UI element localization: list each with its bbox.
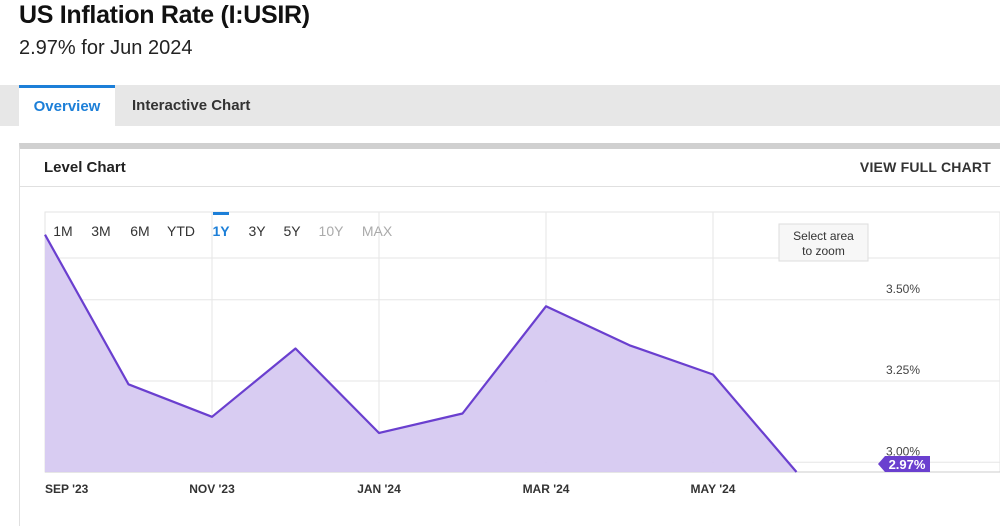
last-value-badge: 2.97% <box>878 456 930 472</box>
range-button-3m[interactable]: 3M <box>91 223 110 239</box>
range-button-3y[interactable]: 3Y <box>248 223 266 239</box>
x-tick-label: JAN '24 <box>357 482 401 496</box>
x-tick-label: NOV '23 <box>189 482 235 496</box>
range-button-10y: 10Y <box>319 223 345 239</box>
last-value-badge-shape <box>878 456 930 472</box>
last-value-badge-label: 2.97% <box>889 457 926 472</box>
range-button-1m[interactable]: 1M <box>53 223 72 239</box>
x-tick-label: SEP '23 <box>45 482 89 496</box>
range-button-max: MAX <box>362 223 393 239</box>
range-button-6m[interactable]: 6M <box>130 223 149 239</box>
page-subtitle: 2.97% for Jun 2024 <box>19 37 193 59</box>
y-tick-label: 3.50% <box>886 282 920 296</box>
range-button-label: 10Y <box>319 223 345 239</box>
level-chart-panel: Level Chart VIEW FULL CHART <box>19 143 1000 526</box>
range-button-label: 6M <box>130 223 149 239</box>
x-tick-label: MAY '24 <box>691 482 736 496</box>
range-button-label: MAX <box>362 223 393 239</box>
range-button-label: 3M <box>91 223 110 239</box>
range-button-label: 1M <box>53 223 72 239</box>
x-tick-label: MAR '24 <box>523 482 570 496</box>
series-line <box>44 234 798 473</box>
range-active-indicator <box>213 212 229 215</box>
zoom-hint-box: Select area to zoom <box>778 223 869 262</box>
page-title: US Inflation Rate (I:USIR) <box>19 1 310 29</box>
x-axis-labels: SEP '23 NOV '23 JAN '24 MAR '24 MAY '24 <box>45 482 736 496</box>
y-tick-label: 3.25% <box>886 363 920 377</box>
range-button-label: 1Y <box>212 223 230 239</box>
y-axis-labels: 3.00% 3.25% 3.50% <box>886 282 920 459</box>
zoom-hint-line-2: to zoom <box>802 244 845 258</box>
panel-title: Level Chart <box>44 159 126 176</box>
series-area <box>45 234 797 472</box>
y-tick-label: 3.00% <box>886 444 920 458</box>
range-selector: 1M 3M 6M YTD 1Y 3Y 5Y 10Y MAX <box>53 212 393 239</box>
range-button-label: 3Y <box>248 223 266 239</box>
range-button-5y[interactable]: 5Y <box>283 223 301 239</box>
tab-bar: Overview Interactive Chart <box>0 85 1000 126</box>
zoom-hint-line-1: Select area <box>793 229 854 243</box>
tab-overview[interactable]: Overview <box>19 85 115 126</box>
range-button-label: YTD <box>167 223 195 239</box>
range-button-ytd[interactable]: YTD <box>167 223 195 239</box>
tab-interactive-chart[interactable]: Interactive Chart <box>132 97 251 114</box>
range-button-1y[interactable]: 1Y <box>212 212 230 239</box>
view-full-chart-link[interactable]: VIEW FULL CHART <box>859 159 991 175</box>
panel-header: Level Chart VIEW FULL CHART <box>20 149 1000 187</box>
range-button-label: 5Y <box>283 223 301 239</box>
